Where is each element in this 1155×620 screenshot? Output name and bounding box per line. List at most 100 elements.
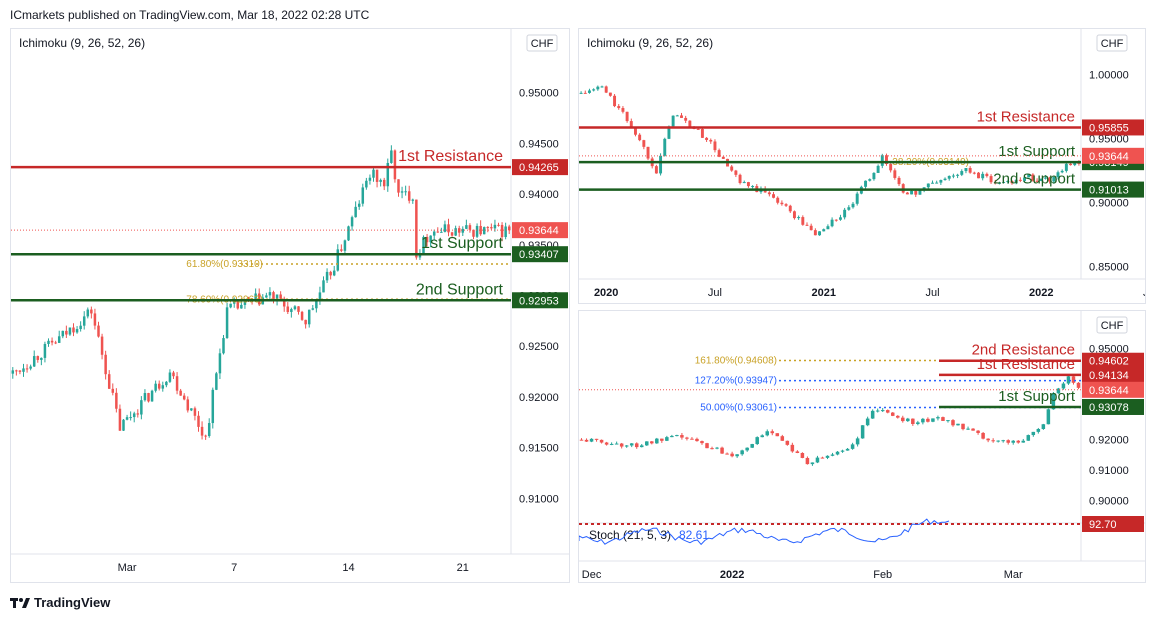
y-tick-label: 0.90000	[1089, 495, 1129, 507]
y-tick-label: 1.00000	[1089, 69, 1129, 81]
tradingview-footer[interactable]: TradingView	[10, 595, 110, 610]
candle-body	[136, 413, 140, 415]
candle-body	[1076, 382, 1081, 388]
candle-body	[897, 177, 901, 185]
candle-body	[100, 336, 104, 355]
candle-body	[432, 231, 436, 236]
candle-body	[72, 327, 75, 333]
candle-body	[835, 451, 840, 455]
candle-body	[215, 373, 218, 390]
candle-body	[646, 146, 650, 159]
candle-body	[809, 225, 813, 231]
candle-body	[425, 236, 429, 243]
candle-body	[684, 117, 688, 121]
indicator-label: Ichimoku (9, 26, 52, 26)	[19, 36, 145, 50]
candle-body	[286, 306, 290, 312]
bottom-right-chart-panel[interactable]: 0.950000.940000.930000.920000.910000.900…	[578, 310, 1146, 583]
price-tag	[512, 246, 568, 263]
candle-body	[801, 217, 805, 225]
price-tag-label: 0.91013	[1089, 185, 1129, 197]
candle-body	[634, 443, 639, 448]
candle-body	[497, 224, 500, 226]
candle-body	[361, 187, 365, 204]
candle-body	[368, 177, 372, 181]
candle-body	[415, 199, 418, 258]
candle-body	[315, 299, 318, 309]
candle-body	[734, 170, 738, 175]
candle-body	[40, 357, 43, 360]
top-right-chart-panel[interactable]: 1.00000 0.95000 0.90000 0.85000 2020 Jul 2021 J…	[578, 28, 1155, 304]
bottom-right-chart[interactable]: 0.950000.940000.930000.920000.910000.900…	[578, 311, 1145, 582]
candle-body	[450, 232, 454, 236]
candle-body	[710, 448, 714, 450]
candle-body	[911, 418, 915, 425]
footer-brand: TradingView	[34, 595, 111, 610]
candle-body	[876, 165, 880, 173]
candle-body	[504, 226, 507, 238]
candle-body	[750, 444, 754, 448]
candle-body	[29, 366, 32, 369]
candle-body	[43, 343, 47, 358]
currency-badge	[1096, 34, 1128, 52]
y-tick-label: 0.92500	[519, 341, 559, 353]
candle-body	[65, 330, 68, 335]
candle-body	[855, 193, 859, 204]
candle-body	[720, 447, 724, 454]
candle-body	[118, 408, 122, 431]
candle-body	[730, 166, 734, 171]
left-chart-panel[interactable]: 0.950000.945000.940000.935000.930000.925…	[10, 28, 570, 583]
candle-body	[422, 236, 425, 255]
y-tick-label: 0.95000	[1089, 344, 1129, 356]
candle-body	[500, 224, 504, 238]
current-price-tag	[512, 222, 568, 239]
y-tick-label: 0.91000	[519, 493, 559, 505]
candle-body	[685, 437, 689, 439]
candle-body	[939, 180, 943, 183]
price-tag	[1082, 398, 1144, 415]
candle-body	[797, 217, 801, 219]
tradingview-logo-icon	[10, 597, 30, 608]
candle-body	[991, 440, 995, 442]
stoch-level-label: 92.70	[1089, 519, 1117, 531]
candle-body	[738, 174, 742, 184]
candle-body	[282, 298, 286, 307]
candle-body	[976, 430, 980, 433]
price-tag-label: 0.94602	[1089, 356, 1129, 368]
candle-body	[1052, 177, 1056, 182]
x-tick-label: Jul	[708, 287, 722, 299]
candle-body	[921, 418, 925, 423]
price-tag-label: 0.92953	[519, 295, 559, 307]
candle-body	[775, 433, 780, 437]
candle-body	[614, 443, 619, 445]
candle-body	[340, 249, 343, 251]
top-right-chart[interactable]: 1.00000 0.95000 0.90000 0.85000 2020 Jul 2021 J…	[579, 29, 1155, 303]
candle-body	[54, 342, 57, 344]
candle-body	[157, 383, 161, 389]
level-label: 1st Support	[421, 235, 503, 252]
candle-body	[740, 450, 744, 455]
candle-body	[200, 426, 204, 436]
left-chart[interactable]: 0.950000.945000.940000.935000.930000.925…	[11, 29, 569, 582]
candle-body	[1056, 388, 1061, 394]
candle-body	[956, 174, 960, 176]
candle-body	[279, 294, 282, 299]
candle-body	[465, 225, 468, 229]
stoch-level-tag	[1082, 516, 1144, 532]
candle-body	[1073, 161, 1077, 166]
candle-body	[1031, 431, 1036, 436]
candle-body	[688, 120, 692, 128]
candle-body	[745, 447, 749, 451]
price-tag	[1082, 366, 1144, 383]
candle-body	[705, 137, 709, 140]
current-price-tag	[1082, 381, 1144, 398]
candle-body	[713, 141, 717, 151]
candle-body	[770, 431, 775, 434]
x-tick-label: Mar	[1004, 569, 1023, 581]
candle-body	[104, 354, 107, 375]
candle-body	[700, 129, 704, 138]
currency-label: CHF	[531, 38, 554, 50]
candle-body	[190, 408, 193, 411]
candle-body	[760, 435, 764, 438]
candle-body	[1043, 177, 1047, 179]
candle-body	[885, 410, 890, 413]
